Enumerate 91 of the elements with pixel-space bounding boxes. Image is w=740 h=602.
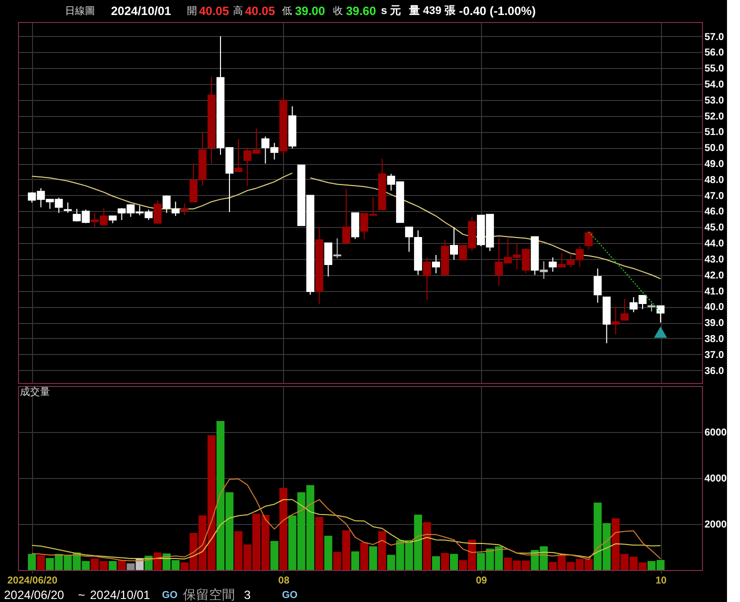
text: 2024/06/20	[4, 588, 64, 602]
bar	[423, 522, 432, 570]
x-tick-label: 10	[655, 576, 668, 586]
y-tick-label: 46.0	[704, 206, 724, 218]
y-tick-label: 49.0	[704, 159, 724, 170]
text: 日線圖	[65, 6, 95, 17]
bar	[450, 554, 458, 570]
bar	[108, 561, 117, 570]
candlestick	[548, 256, 557, 272]
y-tick-label: 44.0	[704, 238, 724, 250]
candlestick	[333, 238, 342, 259]
text: 39.60	[346, 4, 376, 18]
y-tick-label: 2000	[704, 520, 728, 530]
y-tick-label: 52.0	[704, 111, 724, 122]
candlestick	[342, 188, 350, 244]
y-tick-label: 38.0	[704, 334, 724, 345]
text: 39.00	[295, 4, 326, 18]
text: 2024/10/01	[111, 4, 172, 18]
text: 收	[333, 6, 343, 17]
y-tick-label: 55.0	[704, 64, 724, 75]
x-tick-label: 08	[278, 576, 290, 586]
x-tick-label: 2024/06/20	[7, 576, 58, 586]
candlestick	[612, 306, 620, 335]
candlestick	[620, 298, 629, 321]
y-tick-label: 51.0	[704, 127, 724, 138]
text: 保留空間	[183, 587, 235, 602]
text: GO	[162, 590, 178, 601]
bar	[154, 552, 162, 570]
text: 低	[282, 6, 292, 17]
candlestick	[162, 194, 171, 214]
text: 40.05	[245, 4, 276, 18]
y-tick-label: 47.0	[704, 190, 724, 202]
bar	[28, 554, 36, 570]
bar	[432, 556, 440, 570]
candlestick	[423, 256, 432, 301]
bar	[315, 516, 324, 570]
candlestick	[351, 212, 360, 240]
y-tick-label: 48.0	[704, 174, 724, 186]
y-tick-label: 54.0	[704, 80, 724, 91]
y-tick-label: 39.0	[704, 318, 724, 330]
bar	[324, 536, 332, 570]
text: s 元	[381, 5, 402, 17]
y-tick-label: 6000	[704, 428, 728, 438]
y-tick-label: 42.0	[704, 270, 724, 282]
text: 3	[244, 588, 251, 602]
text: -0.40 (-1.00%)	[459, 4, 536, 18]
bar	[36, 555, 45, 570]
bar	[270, 541, 278, 570]
candlestick	[234, 138, 242, 172]
y-tick-label: 4000	[704, 474, 728, 484]
text: 量 439 張	[408, 5, 456, 17]
y-tick-label: 53.0	[704, 95, 724, 106]
text: GO	[282, 590, 298, 601]
candlestick	[180, 202, 189, 216]
line-series	[31, 499, 662, 560]
text: 高	[233, 5, 243, 17]
candlestick	[154, 200, 162, 224]
bar	[360, 542, 368, 570]
candlestick	[594, 268, 602, 304]
line-series	[31, 478, 662, 562]
bar	[126, 563, 135, 570]
bar	[351, 551, 360, 570]
text: 開	[187, 6, 197, 17]
y-tick-label: 57.0	[704, 32, 724, 43]
y-tick-label: 50.0	[704, 143, 724, 154]
y-tick-label: 45.0	[704, 222, 724, 234]
bar	[369, 546, 378, 570]
y-tick-label: 43.0	[704, 254, 724, 266]
candlestick	[540, 260, 548, 280]
candlestick	[432, 254, 440, 274]
candlestick	[584, 230, 593, 250]
bar	[118, 560, 126, 570]
chart-title: 成交量	[20, 386, 50, 398]
candlestick	[172, 201, 180, 217]
bar	[441, 552, 449, 570]
bar	[279, 488, 288, 570]
bar	[378, 531, 386, 570]
candlestick	[405, 226, 414, 252]
candlestick	[450, 226, 458, 260]
y-tick-label: 40.0	[704, 302, 724, 314]
y-tick-label: 37.0	[704, 350, 724, 361]
x-tick-label: 09	[476, 576, 488, 586]
candlestick	[324, 242, 332, 277]
text: ~	[78, 588, 86, 602]
y-tick-label: 56.0	[704, 48, 724, 59]
y-tick-label: 36.0	[704, 366, 724, 377]
text: 2024/10/01	[90, 588, 150, 602]
y-tick-label: 41.0	[704, 286, 724, 298]
candlestick	[656, 305, 665, 324]
text: 40.05	[199, 4, 230, 18]
candlestick	[64, 202, 72, 214]
